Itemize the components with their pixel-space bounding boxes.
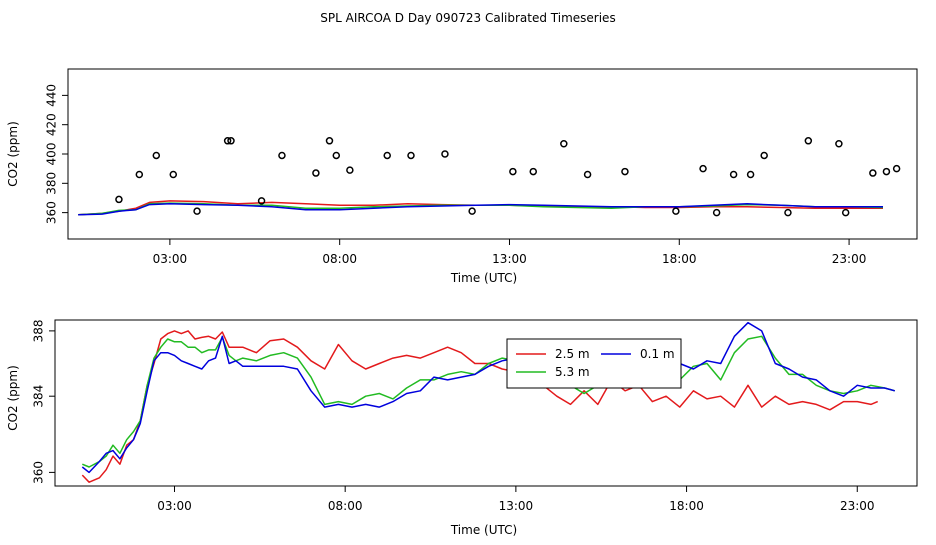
calibration-point (346, 166, 354, 174)
x-tick-label: 18:00 (662, 252, 697, 266)
calibration-point (115, 195, 123, 204)
y-tick-label: 440 (45, 84, 59, 107)
bottom-ylabel: CO2 (ppm) (6, 365, 20, 431)
calibration-point (729, 170, 738, 179)
y-tick-label: 384 (32, 385, 46, 408)
calibration-point (193, 207, 201, 215)
calibration-point (560, 139, 568, 148)
calibration-point (332, 151, 341, 160)
top-ylabel: CO2 (ppm) (6, 121, 20, 187)
calibration-point (804, 137, 813, 145)
x-tick-label: 23:00 (832, 252, 867, 266)
calibration-point (278, 151, 286, 160)
calibration-point (257, 197, 266, 205)
y-tick-label: 388 (32, 319, 46, 342)
series-line-0-1-m (81, 321, 895, 474)
x-tick-label: 13:00 (492, 252, 527, 266)
calibration-point (135, 170, 144, 179)
y-tick-label: 360 (45, 201, 59, 224)
calibration-point (312, 169, 320, 177)
bottom-plot-frame (54, 319, 918, 487)
y-tick-label: 420 (45, 113, 59, 136)
x-tick-label: 13:00 (499, 499, 534, 513)
calibration-point (699, 164, 707, 173)
calibration-point (383, 151, 391, 160)
calibration-point (468, 207, 476, 215)
calibration-point (672, 207, 680, 215)
calibration-point (509, 167, 517, 176)
calibration-point (835, 139, 843, 148)
y-tick-label: 400 (45, 143, 59, 166)
calibration-point (169, 170, 178, 179)
calibration-point (227, 137, 235, 145)
y-tick-label: 380 (45, 172, 59, 195)
x-tick-label: 03:00 (157, 499, 192, 513)
series-line-2-5-m (81, 330, 878, 483)
series-line-5-3-m (82, 335, 895, 468)
calibration-point (152, 151, 161, 160)
chart-title: SPL AIRCOA D Day 090723 Calibrated Times… (320, 11, 615, 25)
bottom-panel: Time (UTC) CO2 (ppm) 03:00 08:00 13:00 18:0… (6, 319, 918, 537)
legend: 2.5 m 0.1 m 5.3 m (506, 338, 682, 389)
calibration-point (760, 151, 768, 160)
calibration-point (841, 208, 850, 217)
calibration-point (325, 137, 334, 145)
calibration-point (746, 170, 755, 179)
series-line-0-1-m (78, 203, 883, 216)
calibration-point (407, 151, 415, 160)
x-tick-label: 08:00 (328, 499, 363, 513)
calibration-point (529, 167, 538, 176)
x-tick-label: 23:00 (840, 499, 875, 513)
calibration-point (441, 150, 449, 158)
calibration-point (784, 208, 792, 217)
calibration-point (892, 164, 901, 173)
legend-box (506, 338, 682, 389)
calibration-point (869, 169, 877, 177)
x-tick-label: 03:00 (153, 252, 188, 266)
legend-label-5-3m: 5.3 m (555, 365, 590, 379)
bottom-xlabel: Time (UTC) (450, 523, 517, 537)
legend-label-0-1m: 0.1 m (640, 347, 675, 361)
calibration-point (621, 167, 629, 176)
y-tick-label: 360 (32, 461, 46, 484)
calibration-point (712, 208, 721, 217)
top-panel: Time (UTC) CO2 (ppm) 03:00 08:00 13:00 18:0… (6, 68, 918, 285)
calibration-point (882, 167, 891, 176)
calibration-point (223, 137, 232, 145)
top-xlabel: Time (UTC) (450, 271, 517, 285)
x-tick-label: 18:00 (669, 499, 704, 513)
x-tick-label: 08:00 (322, 252, 357, 266)
legend-label-2-5m: 2.5 m (555, 347, 590, 361)
calibration-point (583, 170, 592, 179)
